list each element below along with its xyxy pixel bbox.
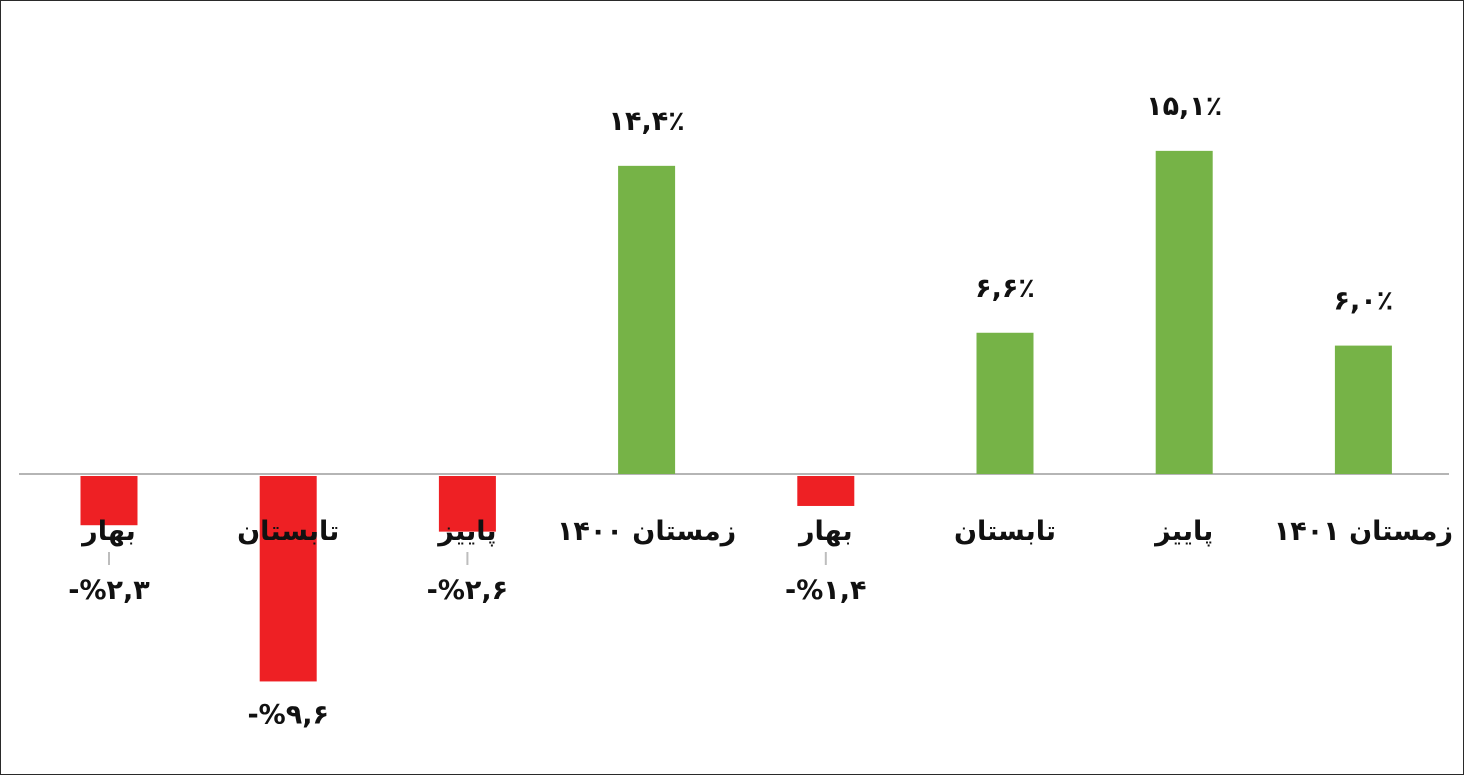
value-label-6: ۶,۶٪: [975, 273, 1035, 304]
value-label-5: -%۱,۴: [785, 575, 866, 606]
category-label-1: بهار: [80, 516, 136, 547]
value-labels: -%۲,۳ -%۹,۶ -%۲,۶ ۱۴,۴٪ -%۱,۴ ۶,۶٪ ۱۵,۱٪ ۶,۰٪: [68, 91, 1393, 731]
category-label-3: پاییز: [436, 516, 496, 547]
category-label-2: تابستان: [237, 516, 339, 547]
category-label-6: تابستان: [954, 516, 1056, 547]
category-label-8: زمستان ۱۴۰۱: [1274, 516, 1453, 547]
bar-3: [438, 476, 496, 532]
value-label-1: -%۲,۳: [68, 575, 150, 606]
bar-1: [80, 476, 138, 526]
value-label-7: ۱۵,۱٪: [1146, 91, 1222, 122]
bar-8: [1334, 345, 1392, 474]
bar-6: [976, 332, 1034, 474]
bar-7: [1155, 150, 1213, 475]
value-label-4: ۱۴,۴٪: [609, 106, 685, 137]
value-label-3: -%۲,۶: [427, 575, 508, 606]
bar-4: [618, 165, 676, 474]
leader-lines: [108, 552, 827, 565]
category-label-7: پاییز: [1153, 516, 1213, 547]
bars: [80, 150, 1392, 682]
category-labels: بهار تابستان پاییز زمستان ۱۴۰۰ بهار تابستان پا…: [80, 516, 1453, 547]
bar-5: [797, 476, 855, 506]
category-label-5: بهار: [797, 516, 853, 547]
category-label-4: زمستان ۱۴۰۰: [557, 516, 736, 547]
value-label-8: ۶,۰٪: [1334, 286, 1394, 317]
value-label-2: -%۹,۶: [247, 699, 328, 730]
bar-2: [259, 476, 317, 682]
